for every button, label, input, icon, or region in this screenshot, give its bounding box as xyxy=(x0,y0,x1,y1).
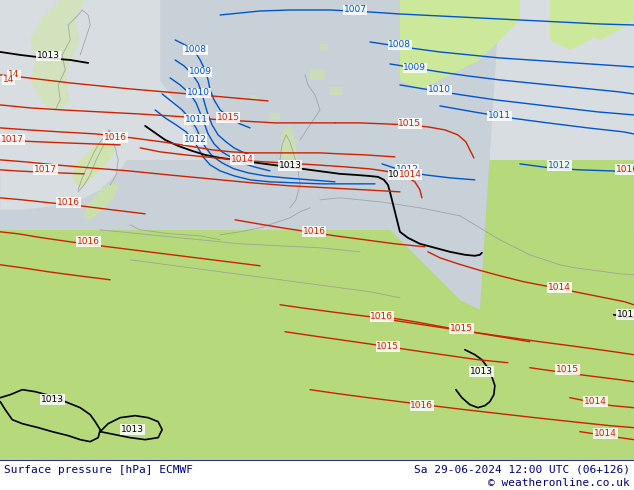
Text: 1014: 1014 xyxy=(548,283,571,292)
Text: 1016: 1016 xyxy=(56,198,80,207)
Polygon shape xyxy=(380,0,634,460)
Polygon shape xyxy=(320,44,328,50)
Polygon shape xyxy=(0,0,634,160)
Text: 1008: 1008 xyxy=(184,46,207,54)
Text: 14: 14 xyxy=(8,71,20,79)
Text: 1016: 1016 xyxy=(104,133,127,143)
Text: Surface pressure [hPa] ECMWF: Surface pressure [hPa] ECMWF xyxy=(4,465,193,475)
Text: 14: 14 xyxy=(3,75,14,84)
Polygon shape xyxy=(250,95,258,100)
Text: 1010: 1010 xyxy=(186,88,210,98)
Polygon shape xyxy=(72,140,115,190)
Polygon shape xyxy=(30,0,85,110)
Text: 1013: 1013 xyxy=(389,171,411,179)
Polygon shape xyxy=(579,0,634,40)
Text: 1015: 1015 xyxy=(217,113,240,122)
Polygon shape xyxy=(270,113,280,120)
Text: 1012: 1012 xyxy=(396,165,418,174)
Text: © weatheronline.co.uk: © weatheronline.co.uk xyxy=(488,478,630,488)
Text: 1014: 1014 xyxy=(585,397,607,406)
Text: 1013: 1013 xyxy=(37,51,60,60)
Text: 1012: 1012 xyxy=(184,135,207,145)
Polygon shape xyxy=(280,125,298,170)
Text: 1016: 1016 xyxy=(302,227,325,236)
Text: 1013: 1013 xyxy=(470,367,493,376)
Text: 1016: 1016 xyxy=(616,165,634,174)
Text: 1012: 1012 xyxy=(548,161,571,171)
Polygon shape xyxy=(0,0,634,260)
Text: 1015: 1015 xyxy=(398,120,422,128)
Text: 1014: 1014 xyxy=(594,429,617,438)
Text: 1008: 1008 xyxy=(389,41,411,49)
Text: 1014: 1014 xyxy=(231,155,254,164)
Polygon shape xyxy=(330,87,342,95)
Text: 1015: 1015 xyxy=(377,342,399,351)
Text: Sa 29-06-2024 12:00 UTC (06+126): Sa 29-06-2024 12:00 UTC (06+126) xyxy=(414,465,630,475)
Text: 1009: 1009 xyxy=(188,68,212,76)
Text: 1010: 1010 xyxy=(429,85,451,95)
Text: 1007: 1007 xyxy=(344,5,366,15)
Text: 1016: 1016 xyxy=(77,237,100,246)
Text: 1013: 1013 xyxy=(41,395,64,404)
Polygon shape xyxy=(83,182,118,220)
Text: 1017: 1017 xyxy=(1,135,23,145)
Polygon shape xyxy=(0,230,634,460)
Polygon shape xyxy=(550,0,634,50)
Text: 1011: 1011 xyxy=(184,116,207,124)
Polygon shape xyxy=(160,0,500,310)
Text: 1009: 1009 xyxy=(403,63,427,73)
Text: 1015: 1015 xyxy=(556,365,579,374)
Text: 1013: 1013 xyxy=(120,425,144,434)
Text: 1014: 1014 xyxy=(399,171,422,179)
Text: 1013: 1013 xyxy=(278,161,302,171)
Text: 1017: 1017 xyxy=(34,165,56,174)
Text: 101: 101 xyxy=(617,310,634,319)
Polygon shape xyxy=(310,70,325,80)
Polygon shape xyxy=(400,0,520,90)
Text: 1011: 1011 xyxy=(488,111,512,121)
Text: 1016: 1016 xyxy=(370,312,394,321)
Text: 1015: 1015 xyxy=(450,324,474,333)
Text: 1016: 1016 xyxy=(410,401,434,410)
Polygon shape xyxy=(0,0,160,210)
